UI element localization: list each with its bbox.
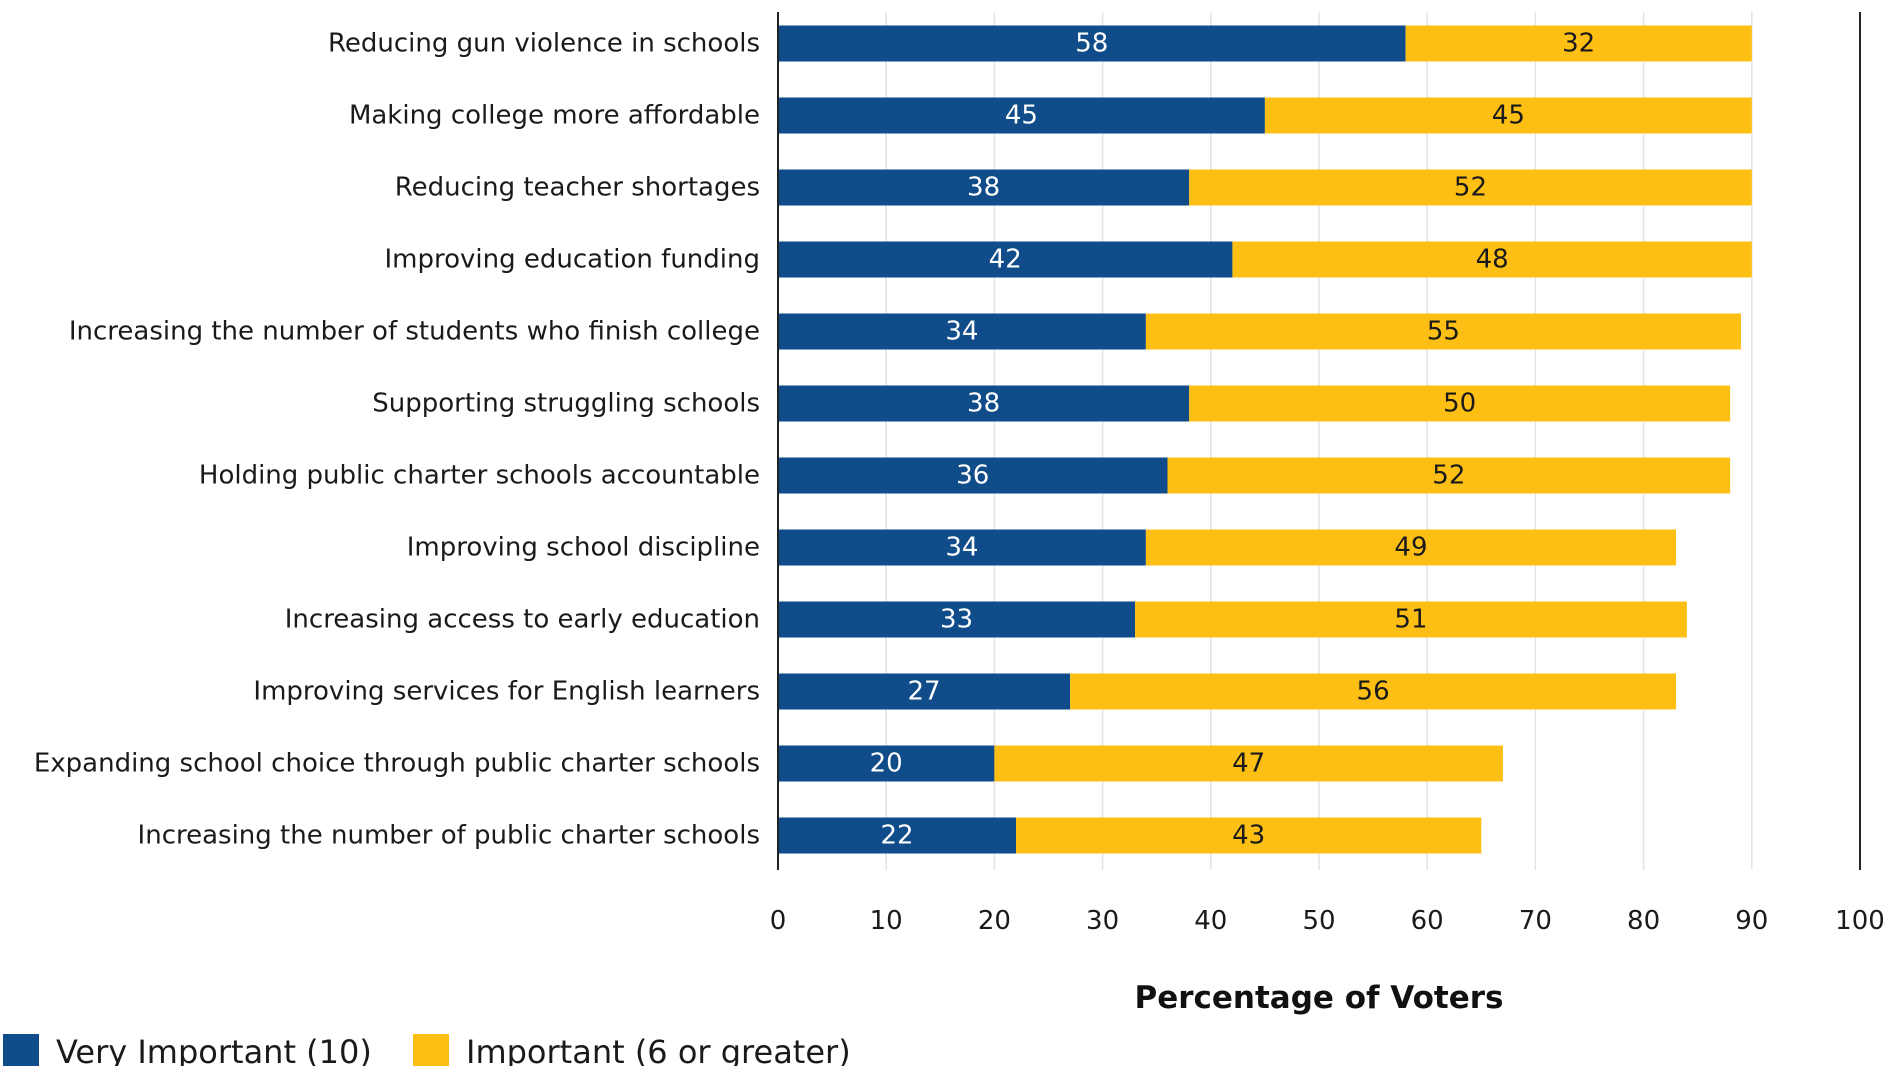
bar-important-holding-public-charter-schools-accountable [1167,457,1731,494]
bar-important-improving-school-discipline [1145,529,1677,566]
x-tick-label-20: 20 [978,906,1011,936]
bar-very-important-improving-school-discipline [778,529,1146,566]
x-tick-label-70: 70 [1519,906,1552,936]
data-label-important-increasing-access-to-early-education: 51 [1394,605,1427,635]
data-label-important-making-college-more-affordable: 45 [1492,101,1525,131]
data-label-very-important-holding-public-charter-schools-accountable: 36 [956,461,989,491]
category-label-increasing-the-number-of-public-charter-schools: Increasing the number of public charter … [138,821,760,851]
data-label-important-supporting-struggling-schools: 50 [1443,389,1476,419]
bar-important-increasing-the-number-of-public-charter-schools [1016,817,1482,854]
x-tick-label-90: 90 [1735,906,1768,936]
bar-very-important-increasing-access-to-early-education [778,601,1136,638]
category-label-improving-school-discipline: Improving school discipline [407,533,760,563]
x-axis-title: Percentage of Voters [1134,980,1503,1016]
data-label-important-increasing-the-number-of-public-charter-schools: 43 [1232,821,1265,851]
bar-important-improving-education-funding [1232,241,1752,278]
bar-important-making-college-more-affordable [1264,97,1752,134]
bar-important-expanding-school-choice-through-public-charter-schools [994,745,1503,782]
category-label-improving-services-for-english-learners: Improving services for English learners [253,677,760,707]
data-label-important-reducing-teacher-shortages: 52 [1454,173,1487,203]
bar-very-important-supporting-struggling-schools [778,385,1190,422]
data-label-very-important-expanding-school-choice-through-public-charter-schools: 20 [870,749,903,779]
data-label-very-important-making-college-more-affordable: 45 [1005,101,1038,131]
data-label-very-important-increasing-the-number-of-students-who-finish-college: 34 [945,317,978,347]
bar-very-important-increasing-the-number-of-students-who-finish-college [778,313,1146,350]
bar-very-important-reducing-gun-violence-in-schools [778,25,1406,62]
bar-important-reducing-teacher-shortages [1189,169,1752,206]
category-label-holding-public-charter-schools-accountable: Holding public charter schools accountab… [199,461,760,491]
data-label-very-important-improving-education-funding: 42 [989,245,1022,275]
legend-swatch-important [413,1034,449,1066]
x-tick-label-100: 100 [1835,906,1885,936]
category-label-reducing-teacher-shortages: Reducing teacher shortages [395,173,760,203]
bar-important-increasing-access-to-early-education [1135,601,1687,638]
data-label-very-important-increasing-the-number-of-public-charter-schools: 22 [880,821,913,851]
category-label-reducing-gun-violence-in-schools: Reducing gun violence in schools [328,29,760,59]
bars: 58 32 45 45 38 52 42 48 34 55 38 50 36 52 34 49 33 51 27 56… [778,25,1752,854]
bar-very-important-expanding-school-choice-through-public-charter-schools [778,745,995,782]
data-label-important-improving-education-funding: 48 [1476,245,1509,275]
data-label-important-improving-school-discipline: 49 [1394,533,1427,563]
x-tick-label-80: 80 [1627,906,1660,936]
x-tick-label-10: 10 [870,906,903,936]
category-label-expanding-school-choice-through-public-charter-schools: Expanding school choice through public c… [34,749,760,779]
bar-very-important-holding-public-charter-schools-accountable [778,457,1168,494]
x-tick-labels: 0 10 20 30 40 50 60 70 80 90 100 [770,906,1885,936]
legend-label-important: Important (6 or greater) [466,1033,851,1066]
category-label-improving-education-funding: Improving education funding [385,245,760,275]
x-tick-label-40: 40 [1194,906,1227,936]
data-label-very-important-improving-school-discipline: 34 [945,533,978,563]
bar-very-important-increasing-the-number-of-public-charter-schools [778,817,1017,854]
gridlines [885,12,1753,870]
bar-important-reducing-gun-violence-in-schools [1405,25,1752,62]
bar-very-important-reducing-teacher-shortages [778,169,1190,206]
bar-very-important-making-college-more-affordable [778,97,1265,134]
bar-very-important-improving-services-for-english-learners [778,673,1071,710]
x-tick-label-0: 0 [770,906,787,936]
data-label-important-holding-public-charter-schools-accountable: 52 [1432,461,1465,491]
data-label-very-important-reducing-gun-violence-in-schools: 58 [1075,29,1108,59]
data-label-important-improving-services-for-english-learners: 56 [1357,677,1390,707]
category-labels: Reducing gun violence in schools Making c… [34,29,760,851]
bar-very-important-improving-education-funding [778,241,1233,278]
x-tick-label-50: 50 [1302,906,1335,936]
category-label-making-college-more-affordable: Making college more affordable [349,101,760,131]
data-label-important-reducing-gun-violence-in-schools: 32 [1562,29,1595,59]
data-label-very-important-increasing-access-to-early-education: 33 [940,605,973,635]
category-label-increasing-access-to-early-education: Increasing access to early education [285,605,760,635]
x-tick-label-30: 30 [1086,906,1119,936]
bar-important-increasing-the-number-of-students-who-finish-college [1145,313,1741,350]
legend-label-very-important: Very Important (10) [56,1033,372,1066]
data-label-important-expanding-school-choice-through-public-charter-schools: 47 [1232,749,1265,779]
bar-important-improving-services-for-english-learners [1070,673,1677,710]
legend: Very Important (10) Important (6 or grea… [3,1033,851,1066]
data-label-very-important-supporting-struggling-schools: 38 [967,389,1000,419]
bar-important-supporting-struggling-schools [1189,385,1731,422]
category-label-increasing-the-number-of-students-who-finish-college: Increasing the number of students who fi… [69,317,760,347]
data-label-very-important-reducing-teacher-shortages: 38 [967,173,1000,203]
data-label-important-increasing-the-number-of-students-who-finish-college: 55 [1427,317,1460,347]
category-label-supporting-struggling-schools: Supporting struggling schools [372,389,760,419]
legend-swatch-very-important [3,1034,39,1066]
x-tick-label-60: 60 [1411,906,1444,936]
data-label-very-important-improving-services-for-english-learners: 27 [908,677,941,707]
